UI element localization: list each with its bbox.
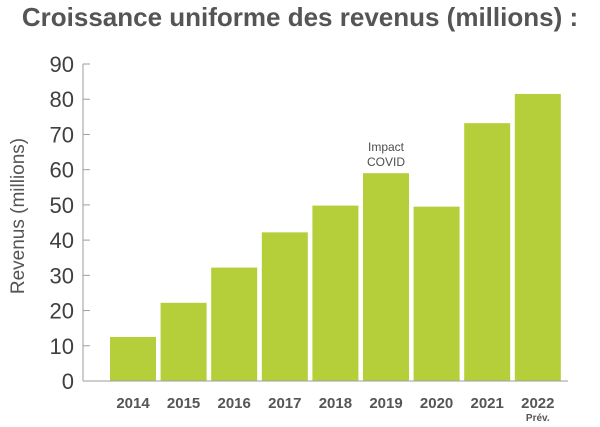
y-tick-label: 60 <box>50 158 74 183</box>
x-tick-label: 2021 <box>471 395 504 412</box>
x-tick-label: 2017 <box>268 395 301 412</box>
y-axis-label: Revenus (millions) <box>8 138 29 294</box>
y-tick-label: 80 <box>50 87 74 112</box>
y-tick-label: 90 <box>50 52 74 77</box>
bar-2020 <box>413 206 460 381</box>
y-tick-label: 50 <box>50 193 74 218</box>
y-tick-label: 70 <box>50 122 74 147</box>
y-tick-label: 0 <box>62 369 74 394</box>
bar-2016 <box>211 267 258 381</box>
y-tick-label: 10 <box>50 334 74 359</box>
bars <box>110 93 561 381</box>
y-axis: 0 10 20 30 40 50 60 70 80 90 <box>50 52 90 394</box>
annotation-text: COVID <box>367 155 405 169</box>
y-tick-label: 40 <box>50 228 74 253</box>
y-tick-label: 20 <box>50 299 74 324</box>
bar-2017 <box>261 232 308 381</box>
bar-2022 <box>514 93 561 381</box>
x-tick-label: 2019 <box>369 395 402 412</box>
x-tick-label: 2016 <box>218 395 251 412</box>
chart-title: Croissance uniforme des revenus (million… <box>21 2 579 32</box>
y-tick-label: 30 <box>50 263 74 288</box>
x-tick-label: 2022 <box>521 395 554 412</box>
bar-2019 <box>363 173 409 381</box>
x-tick-label: 2015 <box>167 395 200 412</box>
x-axis: 2014 2015 2016 2017 2018 2019 2020 2021 2022Prév… <box>83 380 568 424</box>
x-tick-sublabel: Prév. <box>526 413 550 424</box>
x-tick-label: 2020 <box>420 395 453 412</box>
bar-2014 <box>110 336 156 381</box>
x-tick-label: 2014 <box>116 395 150 412</box>
bar-2015 <box>160 302 207 381</box>
bar-2018 <box>312 205 359 381</box>
bar-2021 <box>464 123 511 381</box>
annotation-text: Impact <box>368 140 405 154</box>
x-tick-label: 2018 <box>319 395 352 412</box>
